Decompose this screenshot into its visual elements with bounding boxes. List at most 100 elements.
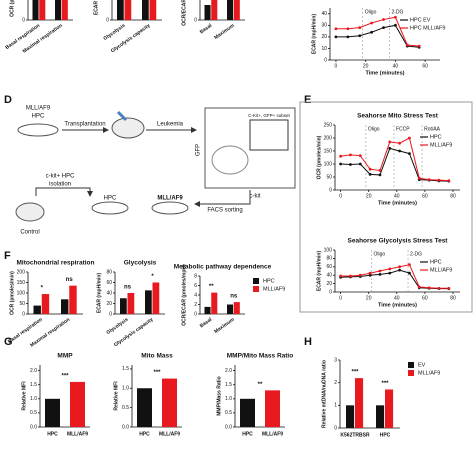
x-tick-label: HPC [47, 431, 58, 437]
point [368, 167, 372, 171]
x-tick-label: 80 [450, 193, 456, 199]
chart-title: MMP/Mito Mass Ratio [227, 353, 293, 360]
point [378, 269, 382, 273]
significance: * [41, 286, 44, 292]
legend-label: HPC [430, 134, 442, 140]
significance: ** [209, 284, 214, 290]
panel-letter: E [304, 94, 311, 106]
panel-letter: G [4, 336, 13, 348]
point [394, 15, 397, 19]
point [378, 272, 382, 276]
bar [211, 0, 218, 20]
chart-title: Mitochondrial respiration [16, 260, 94, 267]
label: c-kit [250, 194, 261, 200]
point [346, 35, 350, 39]
bar [39, 0, 46, 21]
chart-title: Mito Mass [141, 353, 173, 360]
y-tick-label: 100 [324, 161, 333, 167]
y-tick-label: 1 [334, 403, 337, 409]
point [398, 268, 402, 272]
annotation: FCCP [396, 126, 410, 132]
y-tick-label: 0 [194, 311, 197, 317]
point [447, 179, 451, 183]
point [382, 26, 385, 30]
x-tick-label: 40 [394, 295, 400, 301]
x-tick-label: HPC [242, 431, 253, 437]
y-tick-label: 60 [106, 280, 112, 286]
legend-swatch [253, 286, 259, 292]
legend-swatch [408, 370, 414, 376]
y-tick-label: 200 [17, 269, 26, 275]
y-tick-label: 150 [324, 148, 333, 154]
panel-letter: H [304, 336, 312, 348]
y-tick-label: 6 [194, 283, 197, 289]
y-axis-label: Relative mtDNA/nuDNA ratio [321, 360, 327, 428]
point [368, 273, 372, 277]
y-tick-label: 0.0 [30, 424, 37, 430]
bar [120, 298, 127, 314]
significance: ns [124, 285, 132, 291]
y-axis-label: OCR (pmoles/min) [9, 0, 15, 17]
label: Control [20, 230, 39, 236]
y-tick-label: 100 [17, 290, 26, 296]
x-tick-label: 20 [366, 295, 372, 301]
point [417, 176, 421, 180]
dish [17, 123, 59, 137]
bar [346, 405, 355, 428]
point [339, 162, 343, 166]
x-tick-label: 60 [422, 63, 428, 69]
bar [127, 293, 135, 314]
significance: ns [230, 294, 238, 300]
y-tick-label: 30 [321, 23, 327, 29]
label: c-kit+ HPC [46, 174, 76, 180]
x-tick-label: Maximal respiration [22, 23, 64, 55]
x-axis-label: Time (minutes) [378, 200, 417, 206]
arrow [194, 190, 251, 207]
annotation: Oligo [368, 126, 380, 132]
significance: *** [153, 370, 161, 376]
y-tick-label: 0.5 [225, 410, 232, 416]
y-axis-label: MMP/Mass Ratio [216, 376, 222, 415]
significance: *** [351, 370, 359, 376]
point [346, 27, 350, 31]
point [378, 169, 382, 172]
x-tick-label: 0 [339, 295, 342, 301]
panel-letter: D [4, 94, 12, 106]
x-tick-label: Basal [199, 316, 214, 329]
point [339, 274, 343, 278]
arrow [35, 187, 93, 197]
point [427, 286, 431, 290]
legend-label: MLL/AF9 [430, 142, 452, 148]
point [334, 35, 338, 39]
point [370, 30, 374, 34]
y-tick-label: 80 [326, 256, 332, 262]
point [349, 153, 352, 157]
y-tick-label: 3 [334, 357, 337, 363]
y-tick-label: 1.5 [225, 382, 232, 388]
legend-label: MLL/AF9 [418, 370, 440, 376]
y-tick-label: 0 [109, 311, 112, 317]
chart-title: Seahorse Glycolysis Stress Test [348, 238, 449, 245]
x-tick-label: HPC [380, 432, 391, 438]
chart-title: Glycolysis [124, 260, 157, 267]
y-tick-label: 100 [324, 247, 333, 253]
point [398, 141, 402, 145]
bar [124, 0, 132, 20]
label: HPC [104, 196, 117, 202]
label: MLL/AF9 [26, 106, 51, 112]
legend-swatch [408, 362, 414, 368]
y-axis-label: ECAR (mpH/min) [93, 0, 99, 15]
y-tick-label: 80 [106, 269, 112, 275]
y-tick-label: 0 [22, 17, 25, 23]
y-axis-label: OCR (pmoles/min) [316, 135, 322, 179]
y-tick-label: 50 [19, 301, 25, 307]
annotation: Oligo [374, 251, 386, 257]
y-tick-label: 20 [321, 34, 327, 40]
label: FACS sorting [207, 208, 242, 214]
y-tick-label: 20 [106, 301, 112, 307]
series-line [340, 137, 449, 182]
point [398, 149, 402, 153]
bar [227, 304, 234, 314]
bar [45, 398, 60, 427]
chart-title: Seahorse Mito Stress Test [357, 113, 439, 120]
